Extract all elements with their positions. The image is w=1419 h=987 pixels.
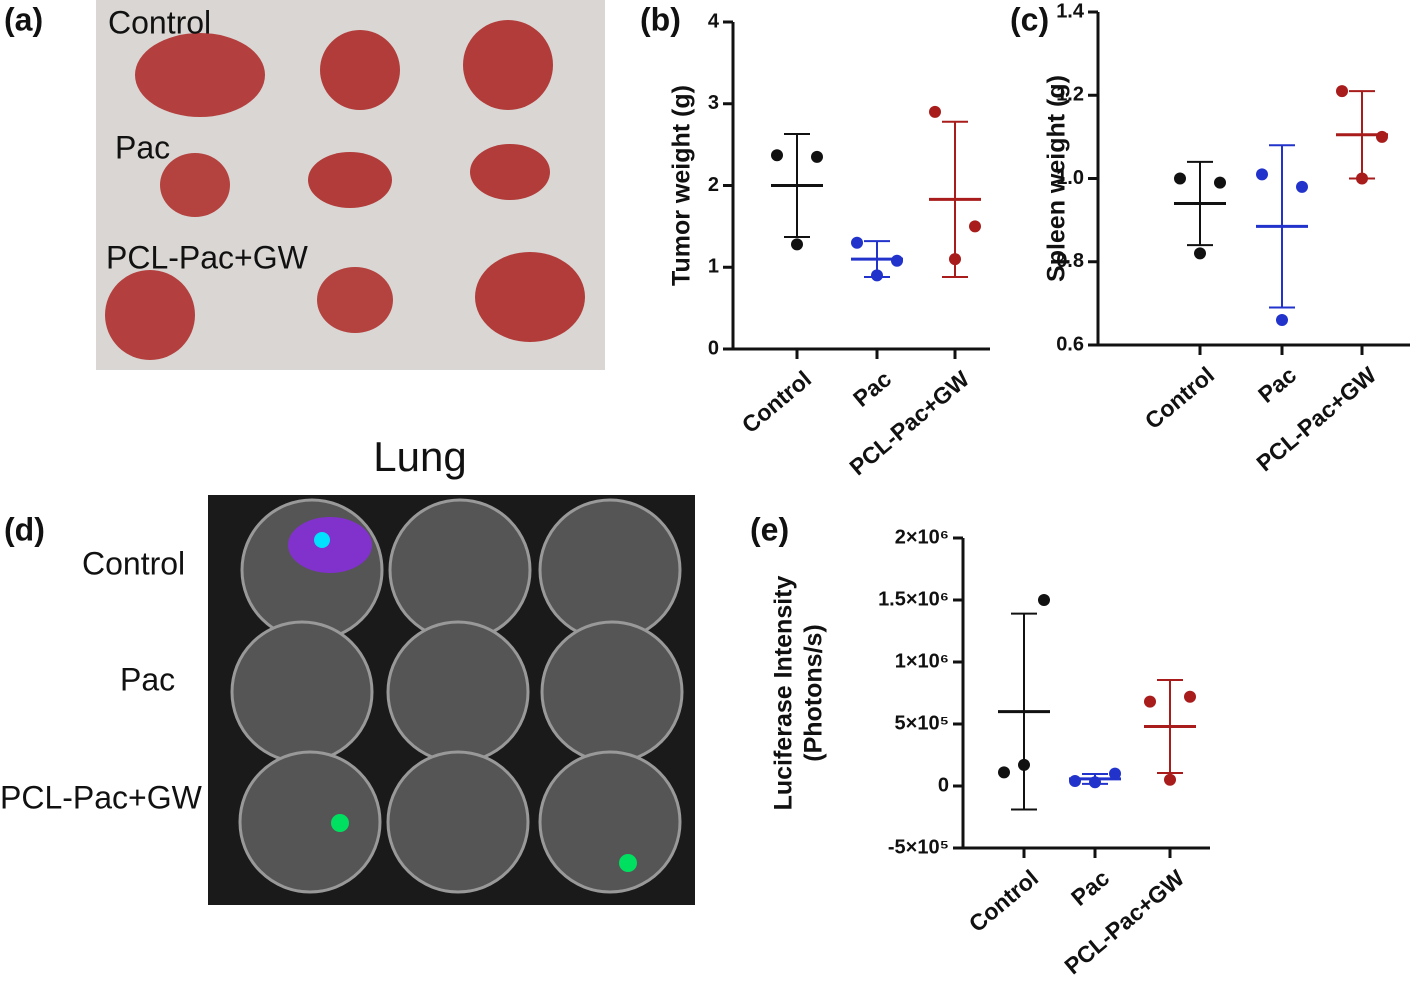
panel-label: (d) [4, 511, 45, 547]
data-point [1174, 172, 1186, 185]
x-tick-label: Pac [1066, 864, 1114, 910]
y-axis-label: (Photons/s) [800, 624, 828, 762]
y-axis-label: Tumor weight (g) [668, 85, 696, 286]
data-point [871, 269, 883, 282]
x-tick-label: Pac [848, 365, 896, 411]
y-tick-label: 1 [708, 256, 719, 278]
y-tick-label: 1.2 [1056, 84, 1084, 106]
data-point [771, 149, 783, 162]
tumor-photo-right [410, 0, 605, 370]
y-tick-label: 0 [938, 774, 949, 796]
y-tick-label: 1.5×10⁶ [878, 588, 949, 610]
y-tick-label: 4 [708, 10, 720, 32]
data-point [1184, 690, 1196, 703]
data-point [851, 236, 863, 249]
y-tick-label: 2×10⁶ [895, 526, 949, 548]
data-point [1069, 775, 1081, 788]
row-label: Control [82, 545, 185, 581]
panel-label: (e) [750, 511, 789, 547]
data-point [811, 150, 823, 163]
data-point [969, 220, 981, 233]
data-point [1356, 172, 1368, 185]
data-point [1336, 85, 1348, 98]
y-tick-label: -5×10⁵ [888, 836, 949, 858]
x-tick-label: Pac [1253, 361, 1301, 407]
y-tick-label: 3 [708, 92, 719, 114]
y-axis-label: Spleen weight (g) [1043, 75, 1071, 282]
x-tick-label: Control [964, 865, 1043, 937]
data-point [1089, 776, 1101, 789]
data-point [791, 238, 803, 251]
data-point [1256, 168, 1268, 181]
data-point [929, 105, 941, 118]
y-tick-label: 1×10⁶ [895, 650, 949, 672]
panel-title: Lung [373, 433, 466, 480]
data-point [1164, 773, 1176, 786]
x-tick-label: Control [737, 366, 816, 438]
y-tick-label: 0.6 [1056, 333, 1084, 355]
row-label: PCL-Pac+GW [106, 239, 309, 275]
data-point [1276, 314, 1288, 327]
y-tick-label: 1.0 [1056, 167, 1084, 189]
data-point [998, 766, 1010, 779]
data-point [1109, 767, 1121, 780]
data-point [949, 253, 961, 266]
y-tick-label: 0 [708, 337, 719, 359]
data-point [1376, 130, 1388, 143]
y-tick-label: 2 [708, 174, 719, 196]
data-point [1214, 176, 1226, 189]
data-point [891, 254, 903, 267]
row-label: Pac [115, 129, 170, 165]
data-point [1038, 594, 1050, 606]
y-tick-label: 5×10⁵ [895, 712, 949, 734]
panel-label: (c) [1010, 1, 1049, 37]
row-label: PCL-Pac+GW [0, 779, 203, 815]
data-point [1194, 247, 1206, 260]
x-tick-label: Control [1140, 362, 1219, 434]
data-point [1296, 180, 1308, 193]
tumor-photo [96, 0, 410, 370]
row-label: Pac [120, 661, 175, 697]
data-point [1018, 758, 1030, 771]
y-tick-label: 1.4 [1056, 0, 1085, 22]
panel-label: (b) [640, 1, 681, 37]
data-point [1144, 695, 1156, 708]
row-label: Control [108, 4, 211, 40]
y-axis-label: Luciferase Intensity [770, 576, 798, 811]
y-tick-label: 0.8 [1056, 250, 1084, 272]
panel-label: (a) [4, 1, 43, 37]
lung-plate-photo [208, 495, 695, 905]
